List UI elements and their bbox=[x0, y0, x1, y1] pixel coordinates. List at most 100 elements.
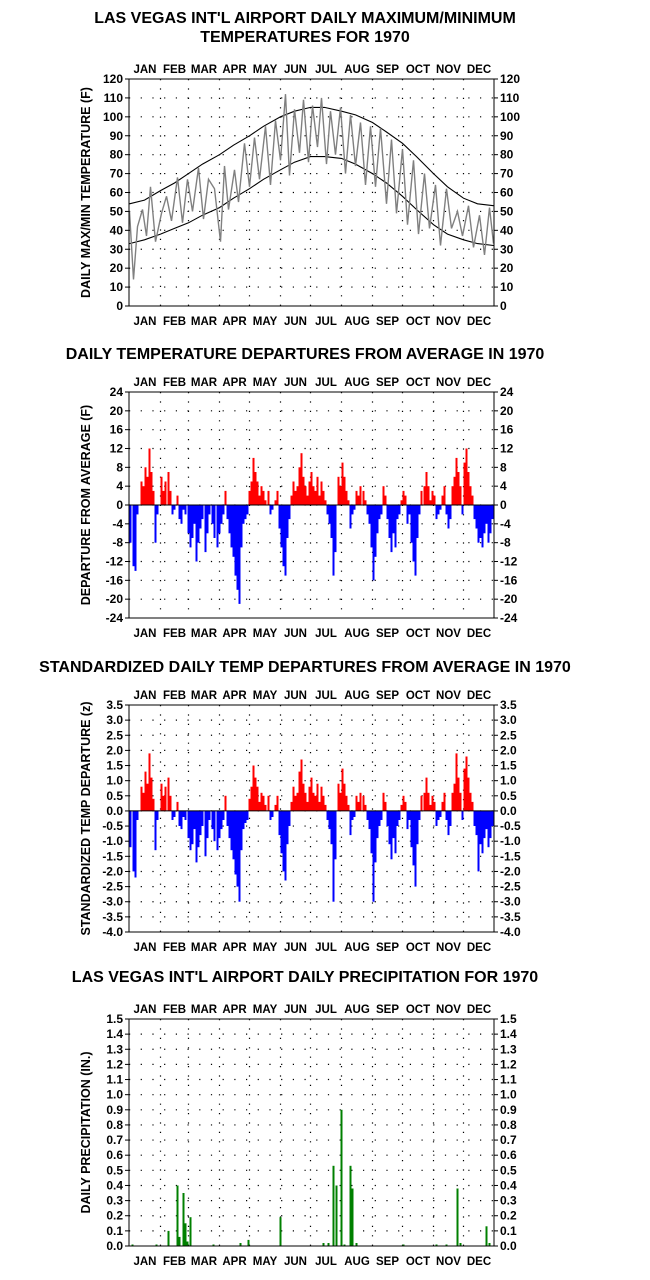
y-tick-label-right: -2.0 bbox=[500, 864, 521, 878]
month-label-top: FEB bbox=[163, 377, 186, 389]
data-bar bbox=[400, 804, 403, 811]
data-bar bbox=[242, 505, 245, 524]
data-bar bbox=[286, 505, 289, 538]
y-tick-label-right: 1.3 bbox=[500, 1042, 517, 1056]
y-tick-label-left: 120 bbox=[103, 72, 123, 86]
y-tick-label-left: 16 bbox=[110, 423, 124, 437]
data-bar bbox=[435, 1244, 438, 1246]
month-label-bottom: MAR bbox=[191, 942, 218, 954]
data-bar bbox=[374, 505, 377, 557]
data-bar bbox=[366, 505, 369, 515]
month-label-top: DEC bbox=[467, 1004, 491, 1016]
data-bar bbox=[416, 810, 419, 845]
data-bar bbox=[431, 795, 434, 811]
data-bar bbox=[178, 505, 181, 520]
data-bar bbox=[337, 783, 340, 811]
data-bar bbox=[212, 1244, 215, 1246]
data-bar bbox=[491, 505, 494, 520]
data-bar bbox=[456, 1188, 459, 1246]
data-bar bbox=[459, 792, 462, 811]
y-tick-label-left: -4 bbox=[112, 517, 123, 531]
month-label-top: JUN bbox=[284, 690, 307, 702]
data-bar bbox=[226, 810, 229, 826]
month-label-top: NOV bbox=[436, 690, 461, 702]
data-bar bbox=[330, 810, 333, 845]
data-bar bbox=[418, 810, 421, 820]
data-bar bbox=[463, 462, 466, 505]
data-bar bbox=[193, 810, 196, 830]
data-bar bbox=[469, 792, 472, 811]
month-label-bottom: DEC bbox=[467, 628, 491, 640]
y-tick-label-left: -24 bbox=[106, 611, 124, 625]
data-bar bbox=[483, 505, 486, 534]
data-bar bbox=[420, 795, 423, 811]
data-bar bbox=[324, 804, 327, 811]
data-bar bbox=[152, 490, 155, 505]
data-bar bbox=[334, 505, 337, 553]
normal-temperature-line bbox=[129, 156, 494, 247]
data-bar bbox=[262, 490, 265, 505]
data-bar bbox=[176, 495, 179, 505]
data-bar bbox=[148, 753, 151, 811]
data-bar bbox=[359, 792, 362, 811]
month-label-top: MAR bbox=[191, 1004, 218, 1016]
y-tick-label-left: 10 bbox=[110, 280, 124, 294]
data-bar bbox=[224, 795, 227, 811]
month-label-bottom: NOV bbox=[436, 316, 461, 328]
data-bar bbox=[335, 1185, 338, 1246]
data-bar bbox=[292, 786, 295, 811]
data-bar bbox=[326, 810, 329, 820]
data-bar bbox=[292, 481, 295, 505]
data-bar bbox=[488, 1243, 491, 1246]
data-bar bbox=[382, 486, 385, 505]
y-tick-label-left: -2.0 bbox=[102, 864, 123, 878]
data-bar bbox=[302, 783, 305, 811]
data-bar bbox=[254, 472, 257, 505]
data-bar bbox=[334, 810, 337, 860]
data-bar bbox=[475, 505, 478, 529]
data-bar bbox=[236, 810, 239, 887]
month-label-bottom: JUN bbox=[284, 628, 307, 640]
data-bar bbox=[372, 505, 375, 581]
y-tick-label-left: 30 bbox=[110, 242, 124, 256]
data-bar bbox=[328, 505, 331, 524]
data-bar bbox=[404, 495, 407, 505]
data-bar bbox=[167, 1230, 170, 1246]
data-bar bbox=[467, 472, 470, 505]
data-bar bbox=[162, 490, 165, 505]
data-bar bbox=[473, 810, 476, 826]
month-label-bottom: JUL bbox=[315, 942, 337, 954]
data-bar bbox=[386, 810, 389, 826]
y-tick-label-right: 0.2 bbox=[500, 1209, 517, 1223]
y-tick-label-right: 8 bbox=[500, 460, 507, 474]
data-bar bbox=[351, 810, 354, 820]
data-bar bbox=[250, 786, 253, 811]
data-bar bbox=[189, 810, 192, 851]
data-bar bbox=[142, 486, 145, 505]
data-bar bbox=[230, 810, 233, 851]
data-bar bbox=[370, 505, 373, 548]
month-label-top: OCT bbox=[406, 377, 430, 389]
data-bar bbox=[396, 505, 399, 520]
data-bar bbox=[178, 1236, 181, 1246]
data-bar bbox=[398, 810, 401, 820]
data-bar bbox=[213, 810, 216, 842]
data-bar bbox=[282, 505, 285, 567]
data-bar bbox=[308, 786, 311, 811]
data-bar bbox=[386, 505, 389, 520]
data-bar bbox=[414, 810, 417, 887]
data-bar bbox=[477, 505, 480, 543]
max-min-temperature-chart: 0 0 10 10 20 20 30 30 40 40 50 50 60 60 70 70 80 80 90 90 10… bbox=[79, 64, 520, 328]
data-bar bbox=[445, 505, 448, 515]
data-bar bbox=[258, 495, 261, 505]
data-bar bbox=[425, 472, 428, 505]
data-bar bbox=[451, 792, 454, 811]
y-tick-label-left: -0.5 bbox=[102, 819, 123, 833]
data-bar bbox=[206, 810, 209, 839]
data-bar bbox=[228, 505, 231, 534]
data-bar bbox=[445, 1244, 448, 1246]
month-label-top: OCT bbox=[406, 1004, 430, 1016]
y-tick-label-right: 20 bbox=[500, 261, 514, 275]
data-bar bbox=[169, 795, 172, 811]
data-bar bbox=[271, 810, 274, 817]
